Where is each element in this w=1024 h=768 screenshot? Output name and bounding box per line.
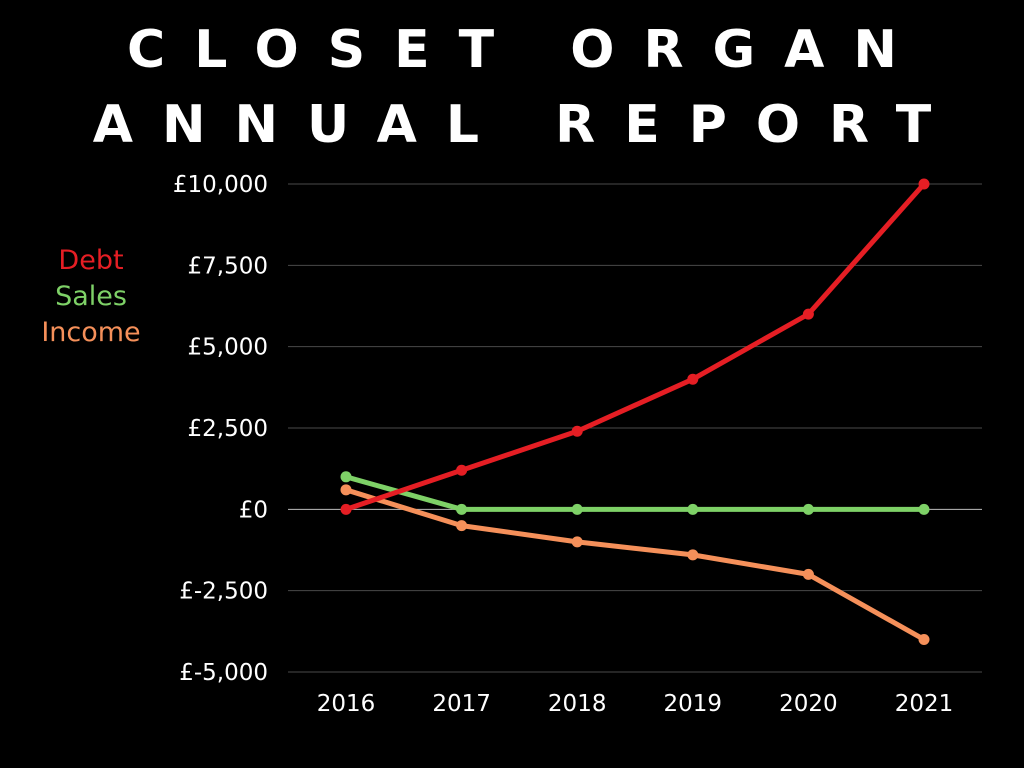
x-tick-label: 2020 bbox=[779, 691, 838, 717]
data-point-debt bbox=[802, 308, 814, 320]
y-tick-label: £-2,500 bbox=[179, 579, 268, 605]
data-point-sales bbox=[802, 503, 814, 515]
data-point-sales bbox=[571, 503, 583, 515]
data-point-income bbox=[687, 549, 699, 561]
series-line-income bbox=[343, 487, 927, 642]
data-point-debt bbox=[456, 464, 468, 476]
data-point-debt bbox=[340, 503, 352, 515]
x-tick-label: 2016 bbox=[317, 691, 376, 717]
series-line-sales bbox=[343, 474, 927, 512]
legend-item-debt: Debt bbox=[58, 245, 124, 276]
data-point-income bbox=[918, 633, 930, 645]
y-tick-label: £10,000 bbox=[173, 172, 268, 198]
data-point-income bbox=[456, 520, 468, 532]
chart-title-line-2: ANNUAL REPORT bbox=[92, 95, 961, 155]
x-tick-label: 2018 bbox=[548, 691, 607, 717]
y-tick-label: £7,500 bbox=[188, 253, 268, 279]
x-tick-label: 2017 bbox=[432, 691, 491, 717]
data-point-income bbox=[571, 536, 583, 548]
data-point-income bbox=[340, 484, 352, 496]
data-point-debt bbox=[687, 373, 699, 385]
x-tick-label: 2021 bbox=[895, 691, 954, 717]
y-tick-label: £5,000 bbox=[188, 335, 268, 361]
legend-item-sales: Sales bbox=[55, 281, 127, 312]
y-tick-label: £0 bbox=[239, 497, 268, 523]
data-point-sales bbox=[340, 471, 352, 483]
y-tick-label: £2,500 bbox=[188, 416, 268, 442]
data-point-sales bbox=[456, 503, 468, 515]
data-point-income bbox=[802, 568, 814, 580]
chart-title-line-1: CLOSET ORGAN bbox=[127, 20, 926, 80]
legend-item-income: Income bbox=[41, 317, 141, 348]
data-point-debt bbox=[571, 425, 583, 437]
x-tick-label: 2019 bbox=[664, 691, 723, 717]
data-point-sales bbox=[918, 503, 930, 515]
data-point-sales bbox=[687, 503, 699, 515]
series-line-debt bbox=[343, 181, 927, 512]
data-point-debt bbox=[918, 178, 930, 190]
y-tick-label: £-5,000 bbox=[179, 660, 268, 686]
legend: Debt Sales Income bbox=[20, 243, 162, 351]
